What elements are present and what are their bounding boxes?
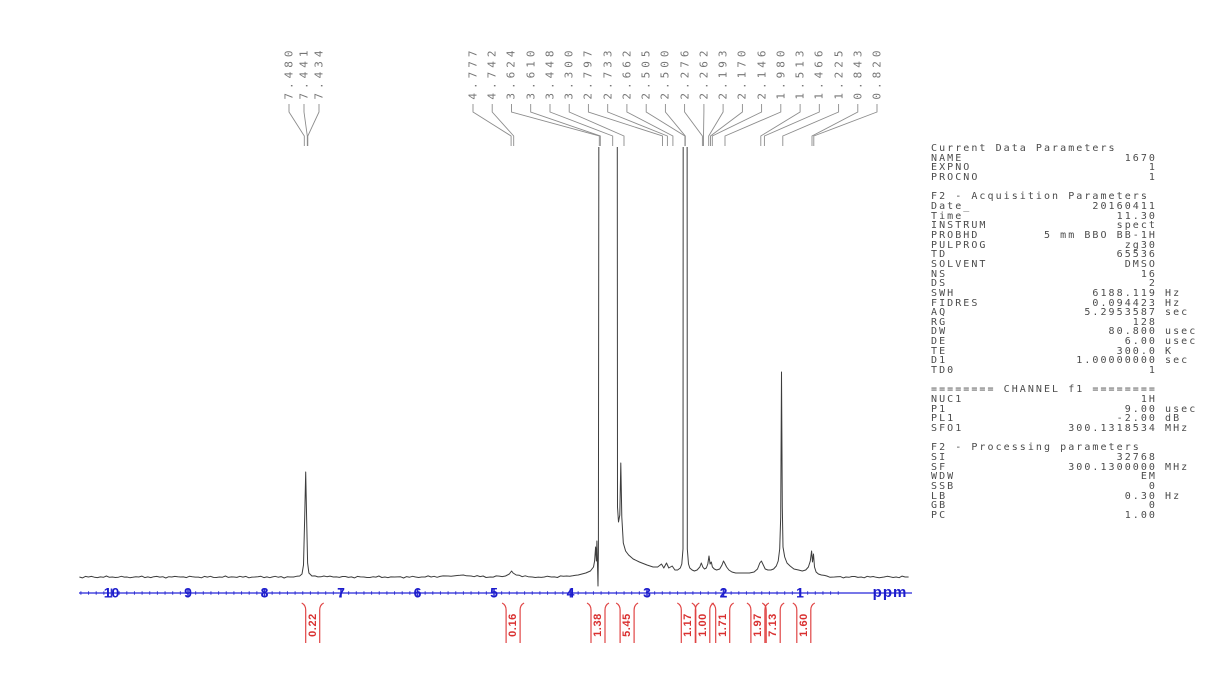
axis-tick-label: 10 bbox=[103, 584, 120, 601]
peak-label: 2.146 bbox=[755, 46, 769, 100]
integral-value: 1.00 bbox=[696, 613, 709, 637]
peak-connector bbox=[710, 104, 743, 146]
peak-connector bbox=[307, 104, 320, 146]
peak-connector-lines bbox=[288, 104, 878, 146]
peak-connector bbox=[587, 104, 663, 146]
peak-label: 2.500 bbox=[658, 46, 672, 100]
peak-label: 1.980 bbox=[774, 46, 788, 100]
peak-connector bbox=[760, 104, 801, 146]
peak-label: 2.276 bbox=[678, 46, 692, 100]
peak-connector bbox=[813, 104, 878, 146]
integral-value: 1.17 bbox=[682, 613, 695, 637]
integral-value: 0.22 bbox=[306, 613, 319, 637]
peak-connector bbox=[511, 104, 600, 146]
spectrum-trace bbox=[79, 147, 909, 587]
peak-connector bbox=[530, 104, 601, 146]
axis-tick-label: 9 bbox=[184, 584, 192, 601]
parameter-panel: Current Data Parameters NAME 1670 EXPNO … bbox=[931, 143, 1198, 521]
peak-connector bbox=[664, 104, 686, 146]
integral-bracket bbox=[301, 602, 324, 643]
peak-connector bbox=[626, 104, 674, 146]
peak-label: 2.733 bbox=[601, 46, 615, 100]
peak-label: 2.505 bbox=[639, 46, 653, 100]
axis-tick-label: 6 bbox=[413, 584, 422, 601]
peak-connector bbox=[708, 104, 724, 146]
peak-label: 0.820 bbox=[870, 46, 884, 100]
integral-bracket bbox=[761, 602, 785, 643]
axis-tick-label: 1 bbox=[796, 584, 804, 601]
peak-connector bbox=[724, 104, 782, 146]
axis-tick-label: 2 bbox=[719, 584, 728, 601]
integral-value: 0.16 bbox=[507, 613, 520, 637]
axis-tick-label: 7 bbox=[337, 584, 345, 601]
x-axis bbox=[79, 588, 912, 598]
integral-value: 1.38 bbox=[592, 613, 605, 637]
peak-connector bbox=[549, 104, 614, 146]
peak-label: 2.662 bbox=[620, 46, 634, 100]
peak-label: 3.300 bbox=[562, 46, 576, 100]
peak-label: 1.225 bbox=[832, 46, 846, 100]
spectrum-trace-group bbox=[79, 147, 909, 587]
peak-connector bbox=[568, 104, 625, 146]
peak-connector bbox=[811, 104, 859, 146]
peak-label: 3.624 bbox=[504, 46, 518, 100]
peak-label: 7.480 bbox=[282, 46, 296, 100]
peak-connector bbox=[607, 104, 668, 146]
peak-label: 4.742 bbox=[485, 46, 499, 100]
peak-connector bbox=[763, 104, 820, 146]
peak-connector bbox=[684, 104, 703, 146]
peak-label: 4.777 bbox=[466, 46, 480, 100]
integral-bracket bbox=[586, 602, 610, 643]
integral-bracket bbox=[792, 602, 816, 643]
integral-bracket bbox=[501, 602, 525, 643]
peak-connector bbox=[303, 104, 308, 146]
axis-unit-label: ppm bbox=[872, 583, 908, 601]
integral-value: 1.71 bbox=[716, 613, 729, 637]
axis-tick-label: 3 bbox=[643, 584, 651, 601]
peak-label: 3.448 bbox=[543, 46, 557, 100]
peak-label: 2.262 bbox=[697, 46, 711, 100]
axis-tick-label: 4 bbox=[566, 584, 575, 601]
peak-label: 3.610 bbox=[524, 46, 538, 100]
peak-label: 1.466 bbox=[812, 46, 826, 100]
peak-label: 2.797 bbox=[581, 46, 595, 100]
integral-value: 5.45 bbox=[621, 613, 634, 637]
peak-connector bbox=[288, 104, 305, 146]
peak-label: 7.441 bbox=[297, 46, 311, 100]
peak-connector bbox=[782, 104, 840, 146]
axis-tick-label: 5 bbox=[490, 584, 498, 601]
integral-value: 7.13 bbox=[767, 613, 780, 637]
integral-value: 1.60 bbox=[797, 613, 810, 637]
peak-connector bbox=[711, 104, 763, 146]
peak-label: 2.193 bbox=[716, 46, 730, 100]
integral-bracket bbox=[615, 602, 639, 643]
axis-tick-label: 8 bbox=[260, 584, 269, 601]
peak-label: 7.434 bbox=[312, 46, 326, 100]
peak-label: 1.513 bbox=[793, 46, 807, 100]
integral-bracket bbox=[711, 602, 734, 643]
peak-label: 2.170 bbox=[735, 46, 749, 100]
integral-value: 1.97 bbox=[751, 613, 764, 637]
peak-label: 0.843 bbox=[851, 46, 865, 100]
peak-connector bbox=[491, 104, 515, 146]
integral-brackets bbox=[301, 602, 816, 643]
peak-connector bbox=[472, 104, 512, 146]
